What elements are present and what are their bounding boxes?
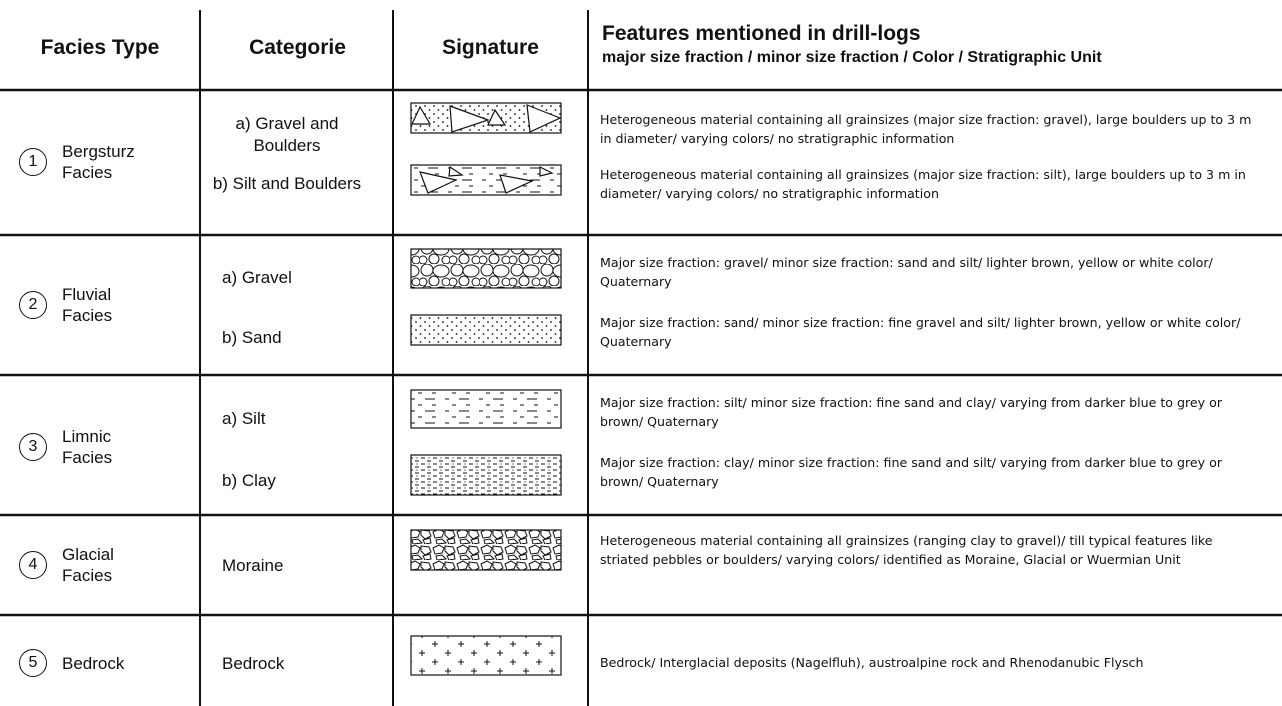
signature-shape bbox=[410, 454, 562, 496]
features: Major size fraction: clay/ minor size fr… bbox=[600, 455, 1223, 489]
signature-shape bbox=[419, 171, 458, 194]
facies-name: Limnic Facies bbox=[62, 427, 113, 467]
category: a) Silt bbox=[222, 409, 266, 428]
features: Bedrock/ Interglacial deposits (Nagelflu… bbox=[600, 655, 1144, 670]
header-cell: Facies Type bbox=[40, 36, 160, 59]
header-cell: Categorie bbox=[249, 36, 346, 59]
header-subtitle: major size fraction / minor size fractio… bbox=[602, 49, 1102, 66]
row-number: 2 bbox=[19, 291, 47, 319]
signatures bbox=[410, 102, 562, 676]
signature-shape bbox=[526, 104, 562, 133]
facies-name: Bergsturz Facies bbox=[62, 142, 135, 182]
signature-shape bbox=[411, 105, 432, 125]
features: Major size fraction: silt/ minor size fr… bbox=[600, 395, 1223, 429]
signature-shape bbox=[410, 635, 562, 676]
row-number: 4 bbox=[19, 551, 47, 579]
signature-shape bbox=[410, 314, 562, 346]
row-number: 3 bbox=[19, 433, 47, 461]
facies-name: Glacial Facies bbox=[62, 545, 114, 585]
category: b) Silt and Boulders bbox=[212, 174, 362, 193]
row-number: 1 bbox=[19, 148, 47, 176]
signature-shape bbox=[410, 529, 562, 571]
features: Heterogeneous material containing all gr… bbox=[600, 533, 1213, 567]
features: Heterogeneous material containing all gr… bbox=[600, 112, 1252, 146]
features: Major size fraction: sand/ minor size fr… bbox=[600, 315, 1241, 349]
signature-shape bbox=[410, 248, 562, 289]
header-cell: Signature bbox=[442, 36, 539, 59]
signature-shape bbox=[539, 166, 554, 177]
category: b) Sand bbox=[222, 328, 282, 347]
features: Heterogeneous material containing all gr… bbox=[600, 167, 1246, 201]
grid-lines bbox=[0, 10, 1282, 706]
category: a) Gravel bbox=[222, 268, 292, 287]
category: Bedrock bbox=[222, 654, 285, 673]
facies-name: Fluvial Facies bbox=[62, 285, 113, 325]
header-cell: Features mentioned in drill-logs bbox=[602, 22, 921, 45]
facies-name: Bedrock bbox=[62, 654, 125, 673]
signature-shape bbox=[499, 174, 534, 194]
signature-shape bbox=[449, 105, 490, 133]
signature-shape bbox=[487, 108, 507, 126]
row-number: 5 bbox=[19, 649, 47, 677]
signature-shape bbox=[410, 389, 562, 429]
category: b) Clay bbox=[222, 471, 276, 490]
features: Major size fraction: gravel/ minor size … bbox=[600, 255, 1213, 289]
category: a) Gravel and Boulders bbox=[235, 114, 339, 155]
category: Moraine bbox=[222, 556, 284, 575]
signature-shape bbox=[448, 165, 464, 177]
